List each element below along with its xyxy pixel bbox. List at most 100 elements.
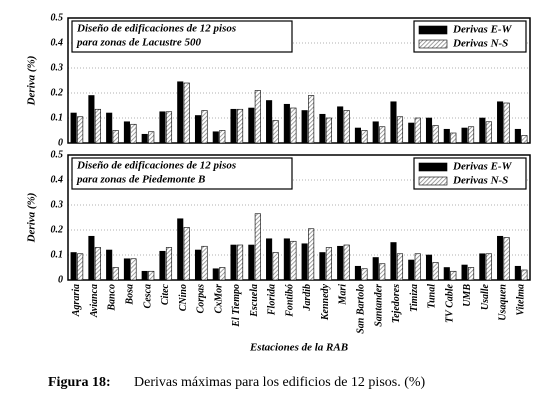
bar [521,135,528,144]
x-tick-label: Timiza [409,284,420,312]
legend-swatch [418,162,448,172]
x-tick-label: Mari [338,284,349,306]
x-tick-label: Cesca [142,284,153,308]
y-tick-label: 0.1 [51,112,64,123]
bar [254,213,261,281]
bar [77,253,84,281]
bar [77,116,84,144]
x-tick-label: CNino [178,284,189,311]
chart-title: para zonas de Lacustre 500 [76,37,202,49]
bar [283,103,290,144]
x-tick-label: Avianca [89,284,100,318]
bar [130,258,137,281]
x-tick-label: San Bartolo [355,284,366,334]
plot-frame [67,17,531,144]
bar [106,249,113,281]
bar [94,108,101,144]
x-tick-label: UMB [462,284,473,307]
bar [372,257,379,281]
chart-title: Diseño de edificaciones de 12 pisos [76,23,236,35]
bar [112,130,119,144]
bar [503,102,510,144]
bar [354,265,361,281]
bar [70,112,77,144]
bar [450,270,457,281]
bar [201,245,208,281]
legend-swatch [418,25,448,35]
bar [266,100,273,144]
bar [201,110,208,144]
bar [390,101,397,144]
bar [130,123,137,144]
y-tick-label: 0.4 [51,37,64,48]
x-tick-label: Fontibó [284,284,295,318]
bar [266,238,273,281]
x-tick-label: El Tiempo [231,284,242,328]
bar [514,265,521,281]
bar [219,130,226,144]
bar [308,228,315,281]
x-tick-label: Usaquen [498,284,509,321]
bar [485,253,492,281]
legend-label: Derivas N-S [452,38,508,50]
bar [468,267,475,281]
y-axis-label: Deriva (%) [26,56,38,107]
y-tick-label: 0.5 [51,149,64,160]
bar [123,121,130,144]
legend-label: Derivas E-W [452,161,513,173]
bar [177,218,184,281]
bar [248,107,255,144]
bar [183,82,190,144]
bar [361,130,368,144]
bar [354,127,361,144]
bar [461,127,468,144]
bar [148,131,155,144]
bar [212,131,219,144]
x-tick-label: Agraria [71,284,82,317]
bar [70,252,77,281]
y-tick-label: 0.3 [51,62,64,73]
bar [497,101,504,144]
bar [497,235,504,281]
bar [290,107,297,144]
x-tick-label: Jardib [302,284,313,312]
x-tick-label: Banco [107,284,118,312]
bar [272,252,279,281]
bar [343,110,350,144]
bar [194,115,202,144]
bar [414,253,421,281]
bar [123,258,130,281]
bar [159,111,166,144]
bar [165,247,173,281]
y-tick-label: 0 [58,137,63,148]
bar [390,242,397,281]
y-tick-label: 0.3 [51,199,64,210]
bar [337,106,344,144]
legend-label: Derivas N-S [452,175,508,187]
chart-title: Diseño de edificaciones de 12 pisos [76,160,236,172]
bar [408,122,415,144]
bar [248,244,255,281]
x-tick-label: Citec [160,283,171,305]
bar [106,112,113,144]
x-tick-label: Tunal [427,284,438,309]
plot-frame [67,154,531,281]
bar [425,117,433,144]
y-tick-label: 0.2 [51,87,64,98]
bar [254,90,261,144]
legend-label: Derivas E-W [452,24,513,36]
bar [325,117,332,144]
bar [301,110,308,144]
bar [88,95,95,144]
bar [396,116,404,144]
bar [194,249,202,281]
y-axis-label: Deriva (%) [26,193,38,244]
bar [432,262,439,281]
bar [325,247,332,281]
bar [468,126,475,144]
x-tick-label: Usalle [480,283,491,310]
bar [319,252,326,281]
title-box [71,20,293,53]
x-tick-label: Florida [267,284,278,316]
